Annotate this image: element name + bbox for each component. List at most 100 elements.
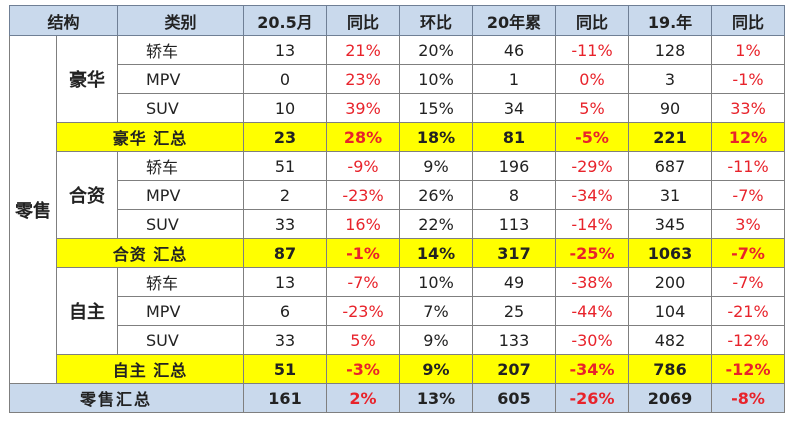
y19-yoy-value: -7% [711, 267, 785, 297]
may-yoy-value: 21% [326, 35, 400, 65]
may-value: 6 [243, 296, 327, 326]
mom-value: 9% [399, 151, 473, 181]
ytd-yoy-value: -14% [555, 209, 629, 239]
y19-yoy-value: -11% [711, 151, 785, 181]
may-yoy-value: 5% [326, 325, 400, 355]
may-value: 13 [243, 35, 327, 65]
ytd-value: 34 [472, 93, 556, 123]
table-row: SUV 33 16% 22% 113 -14% 345 3% [10, 209, 785, 239]
mom-value: 10% [399, 64, 473, 94]
ytd-value: 605 [472, 383, 556, 413]
may-value: 161 [243, 383, 327, 413]
mom-value: 14% [399, 238, 473, 268]
header-category: 类别 [117, 5, 244, 36]
ytd-value: 25 [472, 296, 556, 326]
summary-label: 自主 汇总 [56, 354, 244, 384]
ytd-yoy-value: 0% [555, 64, 629, 94]
mom-value: 10% [399, 267, 473, 297]
mom-value: 13% [399, 383, 473, 413]
may-yoy-value: -23% [326, 296, 400, 326]
may-yoy-value: 2% [326, 383, 400, 413]
may-yoy-value: 23% [326, 64, 400, 94]
ytd-value: 207 [472, 354, 556, 384]
y19-yoy-value: -21% [711, 296, 785, 326]
ytd-value: 49 [472, 267, 556, 297]
table-row: SUV 33 5% 9% 133 -30% 482 -12% [10, 325, 785, 355]
y19-value: 345 [628, 209, 712, 239]
ytd-yoy-value: 5% [555, 93, 629, 123]
ytd-value: 1 [472, 64, 556, 94]
group-label-joint-venture: 合资 [56, 151, 118, 239]
may-value: 2 [243, 180, 327, 210]
ytd-value: 46 [472, 35, 556, 65]
y19-yoy-value: 12% [711, 122, 785, 152]
y19-yoy-value: -7% [711, 238, 785, 268]
mom-value: 9% [399, 325, 473, 355]
mom-value: 26% [399, 180, 473, 210]
category-cell: MPV [117, 180, 244, 210]
mom-value: 7% [399, 296, 473, 326]
y19-yoy-value: 3% [711, 209, 785, 239]
may-yoy-value: -9% [326, 151, 400, 181]
ytd-yoy-value: -26% [555, 383, 629, 413]
table-row: 合资 轿车 51 -9% 9% 196 -29% 687 -11% [10, 151, 785, 239]
category-cell: MPV [117, 64, 244, 94]
may-yoy-value: -3% [326, 354, 400, 384]
y19-value: 3 [628, 64, 712, 94]
may-value: 51 [243, 151, 327, 181]
category-cell: SUV [117, 209, 244, 239]
y19-value: 31 [628, 180, 712, 210]
ytd-yoy-value: -38% [555, 267, 629, 297]
may-value: 33 [243, 209, 327, 239]
y19-yoy-value: 1% [711, 35, 785, 65]
summary-row-domestic: 自主 汇总 51 -3% 9% 207 -34% 786 -12% [10, 354, 785, 384]
table-row: MPV 6 -23% 7% 25 -44% 104 -21% [10, 296, 785, 326]
y19-value: 2069 [628, 383, 712, 413]
may-value: 51 [243, 354, 327, 384]
mom-value: 18% [399, 122, 473, 152]
category-cell: SUV [117, 325, 244, 355]
may-yoy-value: -1% [326, 238, 400, 268]
may-value: 0 [243, 64, 327, 94]
y19-yoy-value: -7% [711, 180, 785, 210]
may-yoy-value: -7% [326, 267, 400, 297]
category-cell: SUV [117, 93, 244, 123]
table-row: 零售 豪华 轿车 13 21% 20% 46 -11% 128 1% [9, 35, 785, 384]
y19-yoy-value: 33% [711, 93, 785, 123]
y19-value: 128 [628, 35, 712, 65]
mom-value: 22% [399, 209, 473, 239]
may-yoy-value: 16% [326, 209, 400, 239]
table-row: MPV 2 -23% 26% 8 -34% 31 -7% [10, 180, 785, 210]
header-may-yoy: 同比 [326, 5, 400, 36]
sales-table-container: 结构 类别 20.5月 同比 环比 20年累 同比 19.年 同比 零售 豪华 … [9, 5, 785, 413]
ytd-yoy-value: -5% [555, 122, 629, 152]
y19-value: 1063 [628, 238, 712, 268]
category-cell: MPV [117, 296, 244, 326]
mom-value: 15% [399, 93, 473, 123]
may-value: 87 [243, 238, 327, 268]
ytd-yoy-value: -30% [555, 325, 629, 355]
retail-label: 零售 [9, 35, 57, 384]
y19-yoy-value: -12% [711, 325, 785, 355]
summary-label: 豪华 汇总 [56, 122, 244, 152]
summary-label: 合资 汇总 [56, 238, 244, 268]
may-yoy-value: -23% [326, 180, 400, 210]
category-cell: 轿车 [117, 35, 244, 65]
category-cell: 轿车 [117, 151, 244, 181]
group-label-domestic: 自主 [56, 267, 118, 355]
header-2019-yoy: 同比 [711, 5, 785, 36]
y19-yoy-value: -1% [711, 64, 785, 94]
header-ytd-2020: 20年累 [472, 5, 556, 36]
ytd-value: 196 [472, 151, 556, 181]
ytd-yoy-value: -25% [555, 238, 629, 268]
y19-yoy-value: -12% [711, 354, 785, 384]
header-ytd-yoy: 同比 [555, 5, 629, 36]
may-value: 10 [243, 93, 327, 123]
may-value: 33 [243, 325, 327, 355]
ytd-value: 81 [472, 122, 556, 152]
y19-value: 104 [628, 296, 712, 326]
y19-value: 786 [628, 354, 712, 384]
header-year-2019: 19.年 [628, 5, 712, 36]
category-cell: 轿车 [117, 267, 244, 297]
y19-yoy-value: -8% [711, 383, 785, 413]
